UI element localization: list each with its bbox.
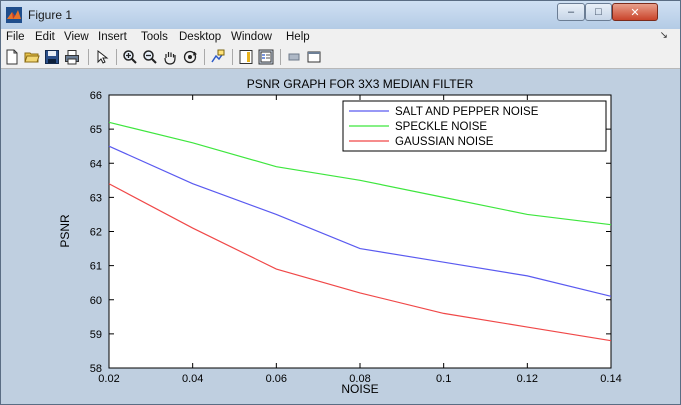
y-tick-label: 64 (90, 158, 102, 170)
save-icon[interactable] (44, 49, 60, 65)
y-tick-label: 65 (90, 124, 102, 136)
x-tick-label: 0.06 (266, 373, 287, 385)
series-line-speckle-noise (108, 121, 612, 226)
x-tick-label: 0.02 (98, 373, 119, 385)
y-tick-label: 61 (90, 261, 102, 273)
print-icon[interactable] (64, 49, 80, 65)
legend-label: SPECKLE NOISE (395, 121, 487, 133)
menu-overflow-arrow-icon[interactable]: ↘ (659, 30, 668, 41)
toolbar-separator (232, 49, 233, 65)
series-line-salt-and-pepper-noise (108, 145, 612, 297)
y-tick-label: 58 (90, 363, 102, 375)
menu-file[interactable]: File (6, 31, 25, 43)
data-cursor-icon[interactable] (210, 49, 226, 65)
select-arrow-icon[interactable] (94, 49, 110, 65)
new-file-icon[interactable] (4, 49, 20, 65)
zoom-in-icon[interactable] (122, 49, 138, 65)
y-tick-label: 62 (90, 227, 102, 239)
y-tick-label: 60 (90, 295, 102, 307)
menu-edit[interactable]: Edit (35, 31, 55, 43)
x-tick-label: 0.04 (182, 373, 203, 385)
axis-ticks: 0.02 0.04 0.06 0.08 0.1 0.12 0.14 58 59 60 61 62 63 6… (90, 90, 622, 385)
maximize-button[interactable]: □ (585, 3, 612, 21)
toolbar (1, 46, 680, 69)
legend-label: GAUSSIAN NOISE (395, 136, 494, 148)
show-plot-tools-icon[interactable] (306, 49, 322, 65)
x-tick-label: 0.1 (436, 373, 451, 385)
legend-label: SALT AND PEPPER NOISE (395, 106, 539, 118)
menu-insert[interactable]: Insert (98, 31, 127, 43)
figure-canvas: PSNR GRAPH FOR 3X3 MEDIAN FILTER NOISE P… (1, 69, 680, 404)
menu-tools[interactable]: Tools (141, 31, 168, 43)
x-axis-label: NOISE (341, 382, 378, 396)
title-bar[interactable]: Figure 1 – □ ✕ (1, 1, 680, 29)
chart-title: PSNR GRAPH FOR 3X3 MEDIAN FILTER (247, 77, 474, 91)
hide-plot-tools-icon[interactable] (286, 49, 302, 65)
series-line-gaussian-noise (108, 183, 612, 342)
matlab-logo-icon (6, 7, 22, 23)
toolbar-separator (204, 49, 205, 65)
menu-help[interactable]: Help (286, 31, 310, 43)
y-tick-label: 63 (90, 192, 102, 204)
toolbar-separator (280, 49, 281, 65)
y-tick-label: 66 (90, 90, 102, 102)
menu-bar: File Edit View Insert Tools Desktop Wind… (1, 29, 680, 46)
pan-hand-icon[interactable] (162, 49, 178, 65)
open-folder-icon[interactable] (24, 49, 40, 65)
toolbar-separator (116, 49, 117, 65)
y-tick-label: 59 (90, 329, 102, 341)
minimize-button[interactable]: – (557, 3, 585, 21)
psnr-line-chart: PSNR GRAPH FOR 3X3 MEDIAN FILTER NOISE P… (58, 77, 622, 396)
x-tick-label: 0.12 (517, 373, 538, 385)
colorbar-icon[interactable] (238, 49, 254, 65)
y-axis-label: PSNR (58, 214, 72, 248)
zoom-out-icon[interactable] (142, 49, 158, 65)
x-tick-label: 0.08 (349, 373, 370, 385)
series-lines (108, 121, 612, 342)
window-title: Figure 1 (28, 8, 73, 22)
rotate-3d-icon[interactable] (182, 49, 198, 65)
legend: SALT AND PEPPER NOISE SPECKLE NOISE GAUSSI… (342, 100, 607, 152)
menu-window[interactable]: Window (231, 31, 272, 43)
legend-icon[interactable] (258, 49, 274, 65)
close-button[interactable]: ✕ (612, 3, 658, 21)
x-tick-label: 0.14 (600, 373, 621, 385)
menu-desktop[interactable]: Desktop (179, 31, 222, 43)
menu-view[interactable]: View (64, 31, 89, 43)
toolbar-separator (88, 49, 89, 65)
